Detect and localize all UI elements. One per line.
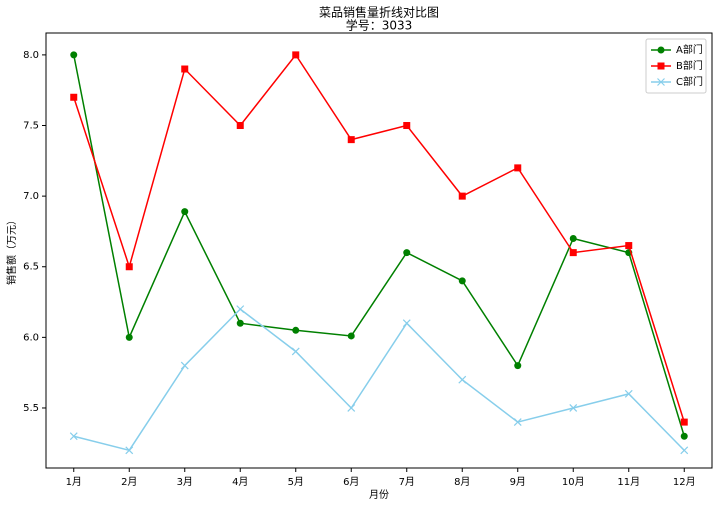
marker <box>180 361 189 370</box>
y-axis-label: 销售额（万元） <box>5 215 18 285</box>
marker <box>70 93 78 101</box>
marker <box>347 332 355 340</box>
y-tick-label: 7.5 <box>23 121 39 132</box>
x-tick-label: 4月 <box>232 476 248 488</box>
marker <box>680 432 688 440</box>
line <box>73 54 685 437</box>
x-tick-label: 9月 <box>510 476 526 488</box>
marker <box>236 319 244 327</box>
marker <box>291 347 300 356</box>
x-axis-label: 月份 <box>369 489 389 501</box>
marker <box>458 192 466 200</box>
marker <box>292 51 300 59</box>
x-tick-label: 7月 <box>399 476 415 488</box>
marker <box>181 65 189 73</box>
marker <box>181 208 189 216</box>
marker <box>458 375 467 384</box>
x-tick-label: 5月 <box>288 476 304 488</box>
legend-label: C部门 <box>676 75 703 88</box>
line <box>73 308 685 452</box>
marker <box>569 234 577 242</box>
x-tick-label: 6月 <box>343 476 359 488</box>
x-tick-label: 10月 <box>562 476 585 488</box>
chart-title: 菜品销售量折线对比图 <box>319 5 439 20</box>
x-tick-label: 1月 <box>66 476 82 488</box>
marker <box>347 404 356 412</box>
marker <box>513 418 522 427</box>
x-tick-label: 3月 <box>177 476 193 488</box>
legend-label: A部门 <box>676 43 703 56</box>
marker <box>403 122 411 130</box>
marker <box>458 277 466 285</box>
marker <box>69 432 78 441</box>
marker <box>514 362 522 370</box>
marker <box>680 418 688 426</box>
marker <box>125 263 133 271</box>
marker <box>292 326 300 334</box>
legend-label: B部门 <box>676 59 703 72</box>
y-tick-label: 6.0 <box>23 332 39 343</box>
marker <box>625 242 633 250</box>
y-tick-label: 8.0 <box>23 50 39 61</box>
plot-frame <box>45 32 713 469</box>
chart-subtitle: 学号：3033 <box>346 18 413 33</box>
marker <box>657 78 665 86</box>
y-tick-label: 6.5 <box>23 262 39 273</box>
x-tick-label: 12月 <box>673 476 696 488</box>
marker <box>402 319 411 328</box>
x-tick-label: 8月 <box>454 476 470 488</box>
x-tick-label: 11月 <box>617 476 640 488</box>
marker <box>125 446 134 455</box>
marker <box>70 51 78 59</box>
marker <box>624 389 633 398</box>
marker <box>657 62 665 70</box>
marker <box>514 164 522 172</box>
marker <box>236 122 244 130</box>
line <box>73 53 685 423</box>
marker <box>236 305 245 314</box>
marker <box>125 333 133 341</box>
marker <box>657 46 665 54</box>
y-tick-label: 7.0 <box>23 191 39 202</box>
marker <box>403 249 411 257</box>
x-tick-label: 2月 <box>121 476 137 488</box>
marker <box>569 249 577 257</box>
marker <box>347 136 355 144</box>
marker <box>680 446 689 455</box>
y-tick-label: 5.5 <box>23 403 39 414</box>
marker <box>569 404 578 412</box>
